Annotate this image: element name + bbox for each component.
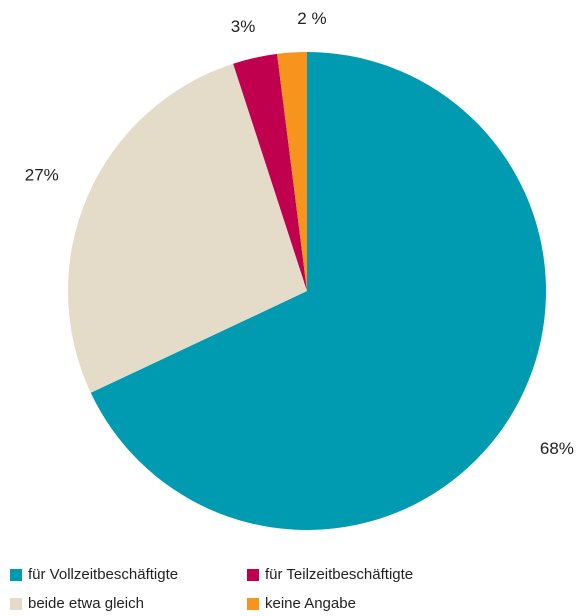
legend-label: für Teilzeitbeschäftigte: [265, 566, 413, 583]
legend-swatch: [247, 569, 259, 581]
legend-label: für Vollzeitbeschäftigte: [28, 566, 178, 583]
pie-slice: [233, 53, 307, 292]
pie-slice: [90, 52, 546, 530]
legend-label: beide etwa gleich: [28, 595, 144, 612]
pie-slice: [67, 63, 307, 393]
value-label: 3%: [231, 17, 256, 36]
value-label: 68%: [540, 439, 574, 458]
value-label: 27%: [25, 166, 59, 185]
legend-swatch: [10, 569, 22, 581]
pie-slice: [277, 52, 307, 291]
legend-swatch: [247, 598, 259, 610]
legend-swatch: [10, 598, 22, 610]
legend-label: keine Angabe: [265, 595, 356, 612]
value-label: 2 %: [297, 9, 326, 28]
